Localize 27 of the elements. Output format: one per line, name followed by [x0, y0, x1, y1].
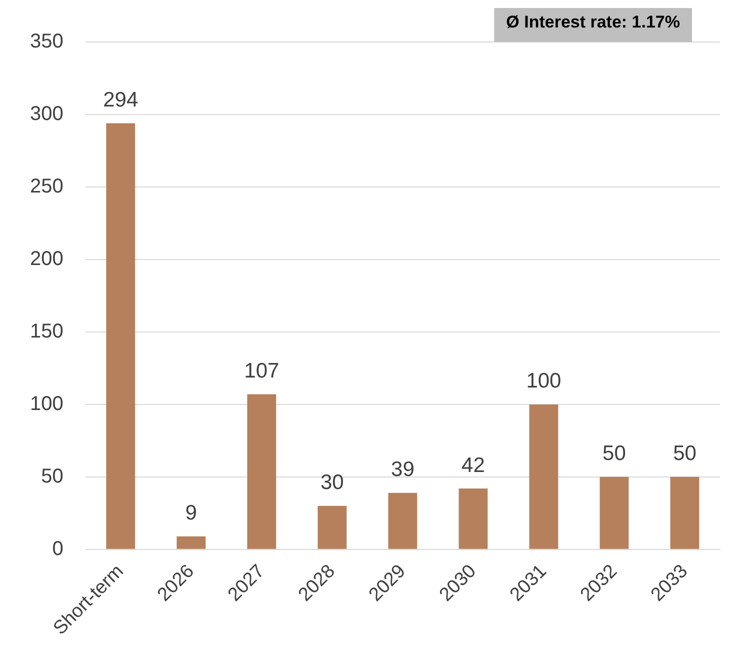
- bar: [670, 476, 700, 549]
- data-label: 30: [320, 471, 344, 494]
- bar: [106, 123, 136, 549]
- y-tick-label: 150: [30, 320, 64, 342]
- data-label: 107: [244, 360, 280, 383]
- bar: [247, 394, 276, 549]
- y-tick-label: 350: [30, 30, 64, 53]
- bar: [388, 492, 418, 549]
- y-tick-label: 250: [30, 175, 64, 198]
- bar: [318, 506, 347, 549]
- bar: [458, 488, 488, 549]
- data-label: 294: [103, 88, 138, 112]
- y-tick-label: 50: [41, 465, 64, 488]
- bar: [529, 404, 558, 549]
- data-label: 50: [602, 442, 626, 466]
- data-label: 42: [462, 454, 485, 477]
- data-label: 39: [391, 458, 414, 482]
- data-label: 50: [673, 442, 696, 466]
- y-tick-label: 0: [52, 538, 64, 560]
- bar: [176, 536, 206, 549]
- y-tick-label: 200: [30, 248, 64, 270]
- text: Ø Interest rate: 1.17%: [506, 12, 680, 32]
- bar: [600, 476, 629, 549]
- data-label: 100: [526, 370, 562, 393]
- y-tick-label: 100: [30, 392, 64, 415]
- data-label: 9: [185, 502, 197, 525]
- y-tick-label: 300: [30, 103, 64, 126]
